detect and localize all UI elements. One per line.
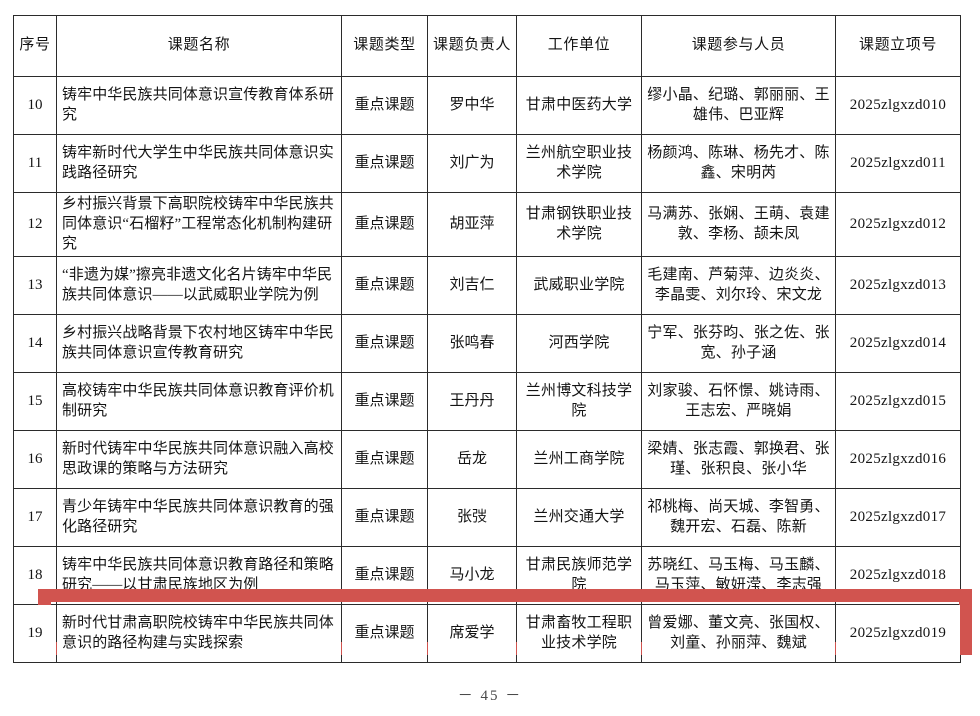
table-row: 16 新时代铸牢中华民族共同体意识融入高校思政课的策略与方法研究 重点课题 岳龙 兰州工… <box>13 430 961 490</box>
row-cell-leader: 罗中华 <box>427 76 517 135</box>
row-cell-org: 武威职业学院 <box>516 256 642 316</box>
row-cell-leader: 刘吉仁 <box>427 256 517 316</box>
row-cell-org: 甘肃中医药大学 <box>516 76 642 135</box>
row-cell-members: 祁桃梅、尚天城、李智勇、魏开宏、石磊、陈新 <box>641 488 836 548</box>
row-cell-code: 2025zlgxzd010 <box>835 76 961 135</box>
row-cell-org: 兰州交通大学 <box>516 488 642 548</box>
row-cell-code: 2025zlgxzd012 <box>835 191 961 258</box>
column-header-leader: 课题负责人 <box>427 15 517 77</box>
table-row: 14 乡村振兴战略背景下农村地区铸牢中华民族共同体意识宣传教育研究 重点课题 张鸣春河… <box>13 314 961 374</box>
row-cell-code: 2025zlgxzd014 <box>835 314 961 374</box>
row-cell-type: 重点课题 <box>341 488 428 548</box>
table-row: 15 高校铸牢中华民族共同体意识教育评价机制研究 重点课题 王丹丹 兰州博文科技学院 刘家… <box>13 372 961 432</box>
row-cell-seq: 15 <box>13 372 57 432</box>
row-cell-title: 铸牢中华民族共同体意识宣传教育体系研究 <box>56 76 342 135</box>
row-cell-seq: 17 <box>13 488 57 548</box>
row-cell-type: 重点课题 <box>341 314 428 374</box>
row-cell-type: 重点课题 <box>341 76 428 135</box>
table-row: 13 “非遗为媒”擦亮非遗文化名片铸牢中华民族共同体意识——以武威职业学院为例 重点… <box>13 256 961 316</box>
row-cell-title: 高校铸牢中华民族共同体意识教育评价机制研究 <box>56 372 342 432</box>
row-cell-code: 2025zlgxzd019 <box>835 604 961 664</box>
row-cell-seq: 19 <box>13 604 57 664</box>
row-cell-title: 铸牢中华民族共同体意识教育路径和策略研究——以甘肃民族地区为例 <box>56 546 342 606</box>
table-row: 11 铸牢新时代大学生中华民族共同体意识实践路径研究 重点课题 刘广为 兰州航空职业技术… <box>13 134 961 193</box>
row-cell-title: 乡村振兴战略背景下农村地区铸牢中华民族共同体意识宣传教育研究 <box>56 314 342 374</box>
row-cell-members: 苏晓红、马玉梅、马玉麟、马玉萍、敏妍滢、李志强 <box>641 546 836 606</box>
row-cell-members: 宁军、张芬昀、张之佐、张宽、孙子涵 <box>641 314 836 374</box>
row-cell-code: 2025zlgxzd013 <box>835 256 961 316</box>
row-cell-type: 重点课题 <box>341 604 428 664</box>
row-cell-leader: 张鸣春 <box>427 314 517 374</box>
row-cell-org: 河西学院 <box>516 314 642 374</box>
row-cell-leader: 张弢 <box>427 488 517 548</box>
row-cell-org: 甘肃钢铁职业技术学院 <box>516 191 642 258</box>
row-cell-leader: 马小龙 <box>427 546 517 606</box>
row-cell-seq: 12 <box>13 191 57 258</box>
row-cell-title: 新时代甘肃高职院校铸牢中华民族共同体意识的路径构建与实践探索 <box>56 604 342 664</box>
row-cell-code: 2025zlgxzd016 <box>835 430 961 490</box>
row-cell-title: 铸牢新时代大学生中华民族共同体意识实践路径研究 <box>56 134 342 193</box>
row-cell-title: 青少年铸牢中华民族共同体意识教育的强化路径研究 <box>56 488 342 548</box>
row-cell-code: 2025zlgxzd011 <box>835 134 961 193</box>
column-header-org: 工作单位 <box>516 15 642 77</box>
page-number: － 45 － <box>457 688 523 704</box>
row-cell-seq: 16 <box>13 430 57 490</box>
row-cell-type: 重点课题 <box>341 372 428 432</box>
project-table-container: 序号 课题名称 课题类型 课题负责人 工作单位 课题参与人员 课题立项号 10 铸… <box>13 15 961 664</box>
table-row: 12 乡村振兴背景下高职院校铸牢中华民族共同体意识“石榴籽”工程常态化机制构建研究… <box>13 191 961 258</box>
column-header-members: 课题参与人员 <box>641 15 836 77</box>
table-body: 10 铸牢中华民族共同体意识宣传教育体系研究 重点课题 罗中华 甘肃中医药大学 缪小晶、纪… <box>13 76 961 664</box>
row-cell-org: 兰州航空职业技术学院 <box>516 134 642 193</box>
table-header-row: 序号 课题名称 课题类型 课题负责人 工作单位 课题参与人员 课题立项号 <box>13 15 961 77</box>
row-cell-leader: 刘广为 <box>427 134 517 193</box>
row-cell-type: 重点课题 <box>341 256 428 316</box>
table-row: 17 青少年铸牢中华民族共同体意识教育的强化路径研究 重点课题 张弢 兰州交通大学 祁桃梅… <box>13 488 961 548</box>
row-cell-code: 2025zlgxzd017 <box>835 488 961 548</box>
row-cell-members: 曾爱娜、董文亮、张国权、刘童、孙丽萍、魏斌 <box>641 604 836 664</box>
row-cell-members: 梁婧、张志霞、郭换君、张瑾、张积良、张小华 <box>641 430 836 490</box>
column-header-title: 课题名称 <box>56 15 342 77</box>
column-header-type: 课题类型 <box>341 15 428 77</box>
row-cell-members: 毛建南、芦菊萍、边炎炎、李晶雯、刘尔玲、宋文龙 <box>641 256 836 316</box>
row-cell-leader: 王丹丹 <box>427 372 517 432</box>
row-cell-type: 重点课题 <box>341 430 428 490</box>
row-cell-org: 兰州工商学院 <box>516 430 642 490</box>
row-cell-seq: 10 <box>13 76 57 135</box>
row-cell-code: 2025zlgxzd018 <box>835 546 961 606</box>
row-cell-members: 刘家骏、石怀憬、姚诗雨、王志宏、严晓娟 <box>641 372 836 432</box>
row-cell-type: 重点课题 <box>341 191 428 258</box>
row-cell-members: 杨颜鸿、陈琳、杨先才、陈鑫、宋明芮 <box>641 134 836 193</box>
row-cell-members: 缪小晶、纪璐、郭丽丽、王雄伟、巴亚辉 <box>641 76 836 135</box>
table-row: 18 铸牢中华民族共同体意识教育路径和策略研究——以甘肃民族地区为例 重点课题 马小龙… <box>13 546 961 606</box>
table-row: 19 新时代甘肃高职院校铸牢中华民族共同体意识的路径构建与实践探索 重点课题 席爱学甘… <box>13 604 961 664</box>
row-cell-seq: 13 <box>13 256 57 316</box>
row-cell-title: 乡村振兴背景下高职院校铸牢中华民族共同体意识“石榴籽”工程常态化机制构建研究 <box>56 191 342 258</box>
project-approval-table: 序号 课题名称 课题类型 课题负责人 工作单位 课题参与人员 课题立项号 10 铸… <box>13 15 961 664</box>
table-row: 10 铸牢中华民族共同体意识宣传教育体系研究 重点课题 罗中华 甘肃中医药大学 缪小晶、纪… <box>13 76 961 135</box>
column-header-code: 课题立项号 <box>835 15 961 77</box>
row-cell-org: 甘肃民族师范学院 <box>516 546 642 606</box>
row-cell-org: 兰州博文科技学院 <box>516 372 642 432</box>
row-cell-title: “非遗为媒”擦亮非遗文化名片铸牢中华民族共同体意识——以武威职业学院为例 <box>56 256 342 316</box>
row-cell-code: 2025zlgxzd015 <box>835 372 961 432</box>
column-header-seq: 序号 <box>13 15 57 77</box>
row-cell-type: 重点课题 <box>341 134 428 193</box>
row-cell-members: 马满苏、张娴、王萌、袁建敦、李杨、颉未凤 <box>641 191 836 258</box>
row-cell-leader: 胡亚萍 <box>427 191 517 258</box>
row-cell-leader: 岳龙 <box>427 430 517 490</box>
row-cell-leader: 席爱学 <box>427 604 517 664</box>
row-cell-seq: 18 <box>13 546 57 606</box>
row-cell-type: 重点课题 <box>341 546 428 606</box>
row-cell-seq: 14 <box>13 314 57 374</box>
row-cell-org: 甘肃畜牧工程职业技术学院 <box>516 604 642 664</box>
row-cell-title: 新时代铸牢中华民族共同体意识融入高校思政课的策略与方法研究 <box>56 430 342 490</box>
table-header: 序号 课题名称 课题类型 课题负责人 工作单位 课题参与人员 课题立项号 <box>13 15 961 77</box>
row-cell-seq: 11 <box>13 134 57 193</box>
